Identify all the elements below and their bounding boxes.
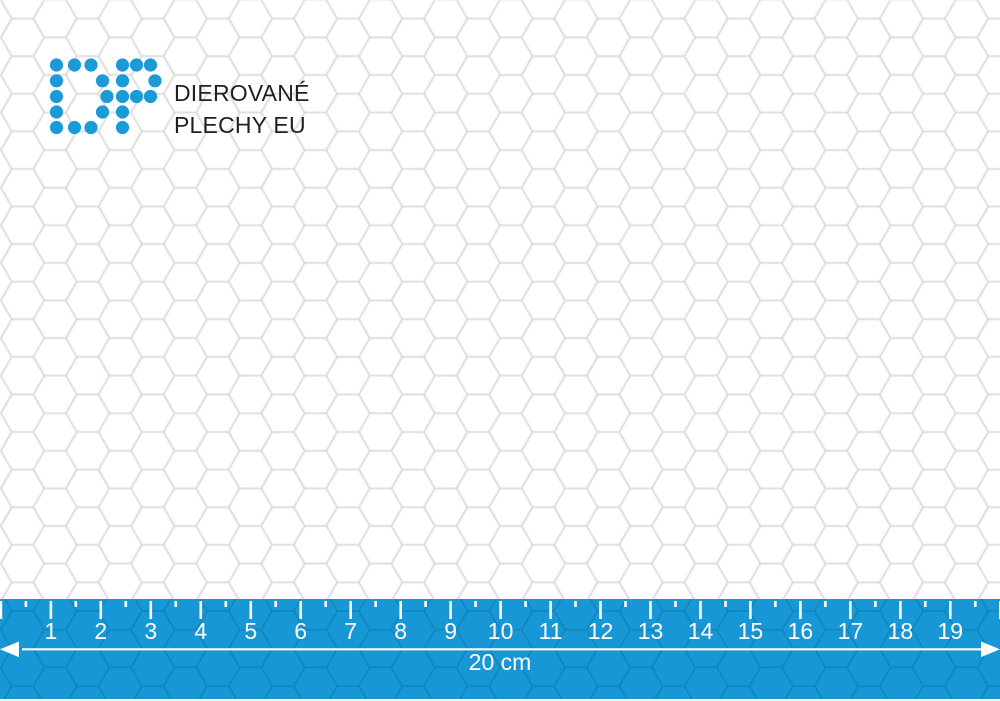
svg-text:18: 18 <box>888 618 914 644</box>
svg-text:1: 1 <box>45 618 58 644</box>
svg-text:2: 2 <box>94 618 107 644</box>
svg-text:10: 10 <box>488 618 514 644</box>
svg-text:14: 14 <box>688 618 714 644</box>
svg-text:17: 17 <box>838 618 864 644</box>
svg-text:5: 5 <box>244 618 257 644</box>
svg-text:6: 6 <box>294 618 307 644</box>
svg-text:13: 13 <box>638 618 664 644</box>
svg-text:16: 16 <box>788 618 814 644</box>
svg-text:8: 8 <box>394 618 407 644</box>
svg-text:20 cm: 20 cm <box>469 649 532 675</box>
svg-text:9: 9 <box>444 618 457 644</box>
svg-text:19: 19 <box>938 618 964 644</box>
svg-text:12: 12 <box>588 618 614 644</box>
svg-text:15: 15 <box>738 618 764 644</box>
svg-text:3: 3 <box>144 618 157 644</box>
svg-text:4: 4 <box>194 618 207 644</box>
svg-text:11: 11 <box>539 618 563 644</box>
svg-text:7: 7 <box>344 618 357 644</box>
